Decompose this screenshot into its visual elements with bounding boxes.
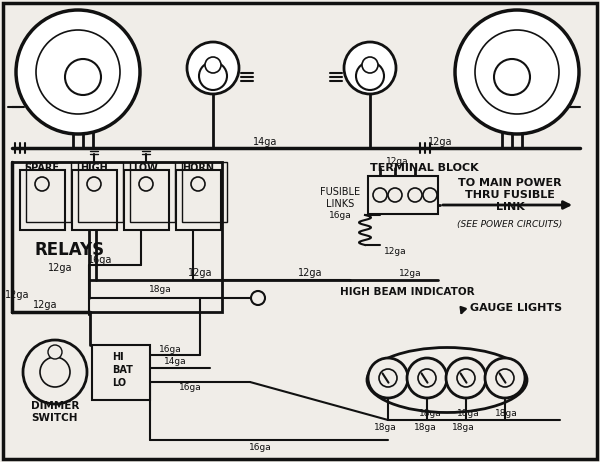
Text: 16ga: 16ga xyxy=(248,443,271,451)
Circle shape xyxy=(455,10,579,134)
Text: 16ga: 16ga xyxy=(329,211,352,219)
Circle shape xyxy=(40,357,70,387)
Circle shape xyxy=(368,358,408,398)
Text: 12ga: 12ga xyxy=(398,268,421,278)
Text: 12ga: 12ga xyxy=(188,268,212,278)
Bar xyxy=(182,162,227,222)
Circle shape xyxy=(485,358,525,398)
Text: 12ga: 12ga xyxy=(386,158,409,166)
Text: RELAYS: RELAYS xyxy=(35,241,105,259)
Bar xyxy=(92,345,150,400)
Bar xyxy=(20,170,65,230)
Text: DIMMER
SWITCH: DIMMER SWITCH xyxy=(31,401,79,423)
Circle shape xyxy=(418,369,436,387)
Bar xyxy=(72,170,117,230)
Text: 16ga: 16ga xyxy=(179,383,202,393)
Text: 14ga: 14ga xyxy=(253,137,277,147)
Circle shape xyxy=(87,177,101,191)
Text: TERMINAL BLOCK: TERMINAL BLOCK xyxy=(370,163,479,173)
Circle shape xyxy=(373,188,387,202)
Circle shape xyxy=(475,30,559,114)
Text: FUSIBLE
LINKS: FUSIBLE LINKS xyxy=(320,187,360,209)
Circle shape xyxy=(446,358,486,398)
Bar xyxy=(26,162,71,222)
Text: 12ga: 12ga xyxy=(48,263,72,273)
Text: 14ga: 14ga xyxy=(164,358,187,366)
Text: GAUGE LIGHTS: GAUGE LIGHTS xyxy=(470,303,562,313)
Circle shape xyxy=(199,62,227,90)
Circle shape xyxy=(356,62,384,90)
Bar xyxy=(130,162,175,222)
Text: HI: HI xyxy=(112,352,124,362)
Text: LOW: LOW xyxy=(134,163,158,173)
Text: SPARE: SPARE xyxy=(25,163,59,173)
Circle shape xyxy=(36,30,120,114)
Bar xyxy=(176,170,221,230)
Text: 12ga: 12ga xyxy=(298,268,322,278)
Text: 18ga: 18ga xyxy=(494,408,517,418)
Circle shape xyxy=(379,369,397,387)
Bar xyxy=(12,162,222,312)
Text: TO MAIN POWER
THRU FUSIBLE
LINK: TO MAIN POWER THRU FUSIBLE LINK xyxy=(458,178,562,212)
Text: 16ga: 16ga xyxy=(158,345,181,353)
Text: 18ga: 18ga xyxy=(419,408,442,418)
Text: 18ga: 18ga xyxy=(374,424,397,432)
Text: HORN: HORN xyxy=(182,163,214,173)
Circle shape xyxy=(408,188,422,202)
Text: 18ga: 18ga xyxy=(457,408,479,418)
Bar xyxy=(368,176,438,214)
Circle shape xyxy=(65,59,101,95)
Text: 18ga: 18ga xyxy=(149,286,172,294)
Text: 18ga: 18ga xyxy=(413,424,436,432)
Text: BAT: BAT xyxy=(112,365,133,375)
Circle shape xyxy=(423,188,437,202)
Circle shape xyxy=(362,57,378,73)
Circle shape xyxy=(16,10,140,134)
Text: HIGH BEAM INDICATOR: HIGH BEAM INDICATOR xyxy=(340,287,475,297)
Circle shape xyxy=(496,369,514,387)
Circle shape xyxy=(205,57,221,73)
Text: 12ga: 12ga xyxy=(428,137,452,147)
Circle shape xyxy=(407,358,447,398)
Text: 18ga: 18ga xyxy=(452,424,475,432)
Circle shape xyxy=(344,42,396,94)
Text: 12ga: 12ga xyxy=(5,290,29,300)
Text: (SEE POWER CIRCUITS): (SEE POWER CIRCUITS) xyxy=(457,220,563,230)
Circle shape xyxy=(35,177,49,191)
Text: LO: LO xyxy=(112,378,126,388)
Circle shape xyxy=(191,177,205,191)
Text: 12ga: 12ga xyxy=(383,248,406,256)
Text: 12ga: 12ga xyxy=(33,300,57,310)
Circle shape xyxy=(457,369,475,387)
Text: 16ga: 16ga xyxy=(88,255,112,265)
Circle shape xyxy=(139,177,153,191)
Circle shape xyxy=(494,59,530,95)
Circle shape xyxy=(388,188,402,202)
Circle shape xyxy=(48,345,62,359)
Circle shape xyxy=(251,291,265,305)
Circle shape xyxy=(187,42,239,94)
Text: HIGH: HIGH xyxy=(80,163,108,173)
Bar xyxy=(124,170,169,230)
Circle shape xyxy=(23,340,87,404)
Bar xyxy=(78,162,123,222)
